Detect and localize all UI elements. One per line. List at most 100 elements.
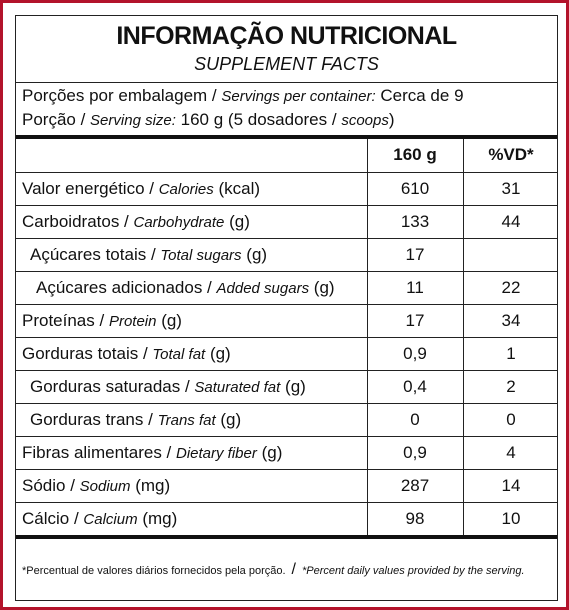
serving-size-pt: Porção / <box>22 110 91 129</box>
serving-size-en: Serving size: <box>90 112 176 129</box>
nutrient-name-en: Dietary fiber <box>176 445 257 462</box>
nutrient-name-en: Added sugars <box>216 280 310 297</box>
nutrient-name-en: Total sugars <box>160 247 242 264</box>
nutrient-daily-value: 34 <box>501 311 521 330</box>
nutrient-amount: 0,9 <box>403 443 427 462</box>
nutrient-label: Carboidratos / Carbohydrate (g) <box>22 212 250 232</box>
nutrient-label: Açúcares adicionados / Added sugars (g) <box>36 278 335 298</box>
nutrient-daily-value: 31 <box>501 179 521 198</box>
nutrient-name-en: Sodium <box>79 478 131 495</box>
nutrient-unit: (g) <box>215 410 242 429</box>
table-row: Açúcares totais / Total sugars (g) 17 <box>16 238 557 271</box>
nutrient-name-pt: Carboidratos / <box>22 212 134 231</box>
nutrient-unit: (g) <box>241 245 268 264</box>
nutrient-label: Valor energético / Calories (kcal) <box>22 179 260 199</box>
nutrient-name-pt: Valor energético / <box>22 179 159 198</box>
nutrient-amount: 17 <box>405 245 425 264</box>
nutrient-name-pt: Proteínas / <box>22 311 109 330</box>
nutrient-daily-value: 2 <box>506 377 516 396</box>
table-row: Cálcio / Calcium (mg) 98 10 <box>16 502 557 535</box>
nutrient-name-pt: Açúcares totais / <box>30 245 161 264</box>
nutrient-label: Açúcares totais / Total sugars (g) <box>30 245 267 265</box>
thick-divider <box>16 135 557 139</box>
servings-per-container-pt: Porções por embalagem / <box>22 86 222 105</box>
nutrient-name-en: Protein <box>108 313 157 330</box>
nutrient-daily-value: 44 <box>501 212 521 231</box>
footnote-en: *Percent daily values provided by the se… <box>302 565 525 577</box>
footnote: *Percentual de valores diários fornecido… <box>22 560 552 581</box>
nutrient-label: Gorduras trans / Trans fat (g) <box>30 410 241 430</box>
nutrient-label: Gorduras totais / Total fat (g) <box>22 344 231 364</box>
divider <box>16 82 557 83</box>
nutrient-unit: (g) <box>309 278 335 297</box>
nutrient-unit: (mg) <box>137 509 178 528</box>
nutrient-name-pt: Gorduras trans / <box>30 410 158 429</box>
nutrient-label: Gorduras saturadas / Saturated fat (g) <box>30 377 306 397</box>
serving-size-close: ) <box>388 110 395 129</box>
table-header-row: 160 g %VD* <box>16 139 557 172</box>
nutrient-amount: 0,4 <box>403 377 427 396</box>
servings-per-container: Porções por embalagem / Servings per con… <box>22 86 464 106</box>
nutrient-daily-value: 1 <box>506 344 516 363</box>
nutrient-daily-value: 10 <box>501 509 521 528</box>
nutrient-unit: (g) <box>205 344 231 363</box>
nutrient-name-pt: Sódio / <box>22 476 80 495</box>
nutrient-label: Proteínas / Protein (g) <box>22 311 182 331</box>
thick-divider <box>16 535 557 539</box>
nutrient-amount: 11 <box>406 278 424 297</box>
nutrient-name-en: Carbohydrate <box>133 214 225 231</box>
nutrient-amount: 610 <box>400 179 430 198</box>
nutrient-name-en: Trans fat <box>157 412 216 429</box>
nutrient-unit: (kcal) <box>213 179 261 198</box>
nutrient-amount: 0 <box>410 410 420 429</box>
table-row: Gorduras trans / Trans fat (g) 0 0 <box>16 403 557 436</box>
table-row: Gorduras totais / Total fat (g) 0,9 1 <box>16 337 557 370</box>
serving-size: Porção / Serving size: 160 g (5 dosadore… <box>22 110 395 130</box>
nutrient-daily-value: 4 <box>506 443 516 462</box>
table-row: Açúcares adicionados / Added sugars (g) … <box>16 271 557 304</box>
nutrient-amount: 0,9 <box>403 344 427 363</box>
nutrient-name-pt: Gorduras totais / <box>22 344 153 363</box>
nutrient-unit: (mg) <box>130 476 171 495</box>
amount-header: 160 g <box>393 145 437 164</box>
nutrient-amount: 98 <box>405 509 425 528</box>
nutrient-name-en: Calories <box>158 181 214 198</box>
nutrient-amount: 133 <box>400 212 430 231</box>
nutrition-panel: INFORMAÇÃO NUTRICIONAL SUPPLEMENT FACTS … <box>15 15 558 601</box>
serving-size-value: 160 g (5 dosadores / <box>175 110 342 129</box>
panel-title: INFORMAÇÃO NUTRICIONAL <box>116 22 457 50</box>
table-row: Fibras alimentares / Dietary fiber (g) 0… <box>16 436 557 469</box>
nutrient-unit: (g) <box>280 377 306 396</box>
table-row: Carboidratos / Carbohydrate (g) 133 44 <box>16 205 557 238</box>
daily-value-header: %VD* <box>488 145 534 164</box>
panel-subtitle: SUPPLEMENT FACTS <box>194 54 379 74</box>
table-row: Proteínas / Protein (g) 17 34 <box>16 304 557 337</box>
nutrient-name-pt: Cálcio / <box>22 509 84 528</box>
nutrient-label: Sódio / Sodium (mg) <box>22 476 170 496</box>
footnote-pt: *Percentual de valores diários fornecido… <box>22 565 286 577</box>
table-row: Sódio / Sodium (mg) 287 14 <box>16 469 557 502</box>
nutrient-amount: 287 <box>400 476 430 495</box>
nutrient-name-en: Saturated fat <box>194 379 281 396</box>
nutrient-name-en: Calcium <box>83 511 138 528</box>
nutrient-daily-value: 22 <box>501 278 521 297</box>
footnote-separator: / <box>291 561 296 578</box>
nutrient-daily-value: 0 <box>506 410 516 429</box>
serving-size-unit-en: scoops <box>341 112 389 129</box>
nutrient-unit: (g) <box>156 311 182 330</box>
nutrient-daily-value: 14 <box>501 476 521 495</box>
nutrient-name-pt: Fibras alimentares / <box>22 443 176 462</box>
nutrient-amount: 17 <box>405 311 425 330</box>
nutrient-unit: (g) <box>256 443 283 462</box>
nutrient-unit: (g) <box>224 212 250 231</box>
nutrient-name-pt: Açúcares adicionados / <box>36 278 217 297</box>
nutrient-name-pt: Gorduras saturadas / <box>30 377 195 396</box>
table-row: Gorduras saturadas / Saturated fat (g) 0… <box>16 370 557 403</box>
servings-per-container-en: Servings per container: <box>221 88 376 105</box>
nutrient-name-en: Total fat <box>152 346 206 363</box>
servings-per-container-value: Cerca de 9 <box>375 86 464 105</box>
table-row: Valor energético / Calories (kcal) 610 3… <box>16 172 557 205</box>
nutrient-table: 160 g %VD* Valor energético / Calories (… <box>16 139 557 535</box>
nutrient-label: Fibras alimentares / Dietary fiber (g) <box>22 443 282 463</box>
